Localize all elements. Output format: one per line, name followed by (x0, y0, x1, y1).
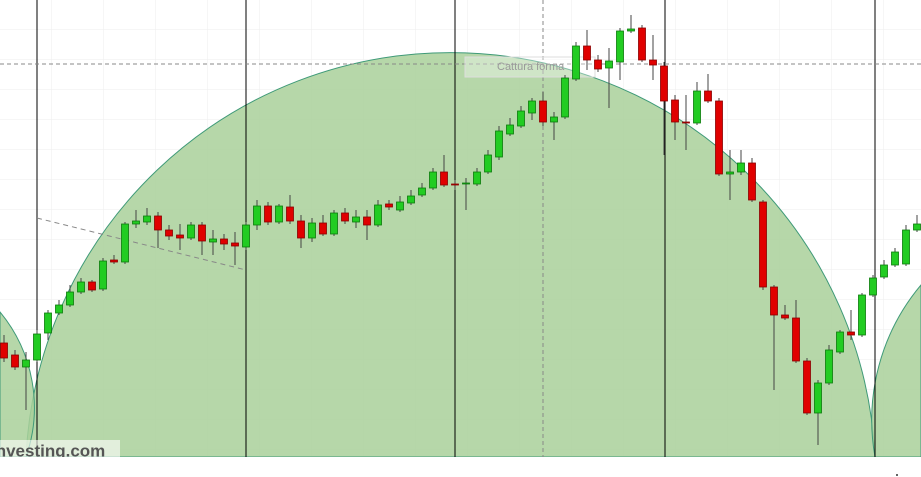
candle-body (825, 349, 833, 384)
candle-body (352, 216, 360, 223)
candle-body (572, 45, 580, 80)
candle-body (891, 251, 899, 266)
candle-body (143, 215, 151, 223)
fibonacci-arc (871, 284, 921, 458)
candle-body (110, 259, 118, 263)
candle-body (682, 121, 690, 124)
dot (896, 474, 898, 476)
candle-body (858, 294, 866, 336)
candle-body (660, 65, 668, 102)
candle-body (528, 100, 536, 114)
candle-body (55, 304, 63, 314)
candle-body (649, 59, 657, 66)
annotation: Cattura forma (497, 61, 565, 73)
candle-body (11, 354, 19, 368)
candle-body (539, 100, 547, 123)
candle-body (242, 224, 250, 248)
candle-body (759, 201, 767, 288)
candle-body (715, 100, 723, 175)
candle-body (132, 220, 140, 225)
candle-body (693, 90, 701, 124)
candle-body (264, 205, 272, 223)
candle-body (165, 229, 173, 237)
candle-body (66, 291, 74, 306)
fibonacci-arc (25, 52, 876, 458)
candle-body (814, 382, 822, 414)
candle-body (803, 360, 811, 414)
candle-body (33, 333, 41, 361)
candle-body (847, 331, 855, 336)
candle-body (440, 171, 448, 186)
candle-body (429, 171, 437, 189)
watermark: Investing.com (0, 441, 105, 460)
candle-body (275, 205, 283, 223)
candle-body (473, 171, 481, 185)
candle-body (231, 242, 239, 247)
candle-body (737, 162, 745, 173)
candle-body (187, 224, 195, 239)
candle-body (451, 183, 459, 186)
candle-body (363, 216, 371, 226)
candles (0, 15, 921, 445)
candle-body (704, 90, 712, 102)
candle-body (418, 187, 426, 196)
candle-body (583, 45, 591, 61)
candle-body (726, 171, 734, 175)
candle-body (869, 277, 877, 296)
candle-body (638, 27, 646, 61)
candle-body (176, 234, 184, 239)
candle-body (880, 264, 888, 278)
candle-body (341, 212, 349, 222)
candle-body (44, 312, 52, 334)
candle-body (22, 359, 30, 368)
candle-body (0, 342, 8, 359)
candle-body (396, 201, 404, 211)
candle-body (561, 77, 569, 118)
candle-body (627, 28, 635, 32)
candle-body (154, 215, 162, 231)
candle-body (286, 206, 294, 222)
candle-body (99, 260, 107, 290)
candle-body (484, 154, 492, 173)
candle-body (209, 238, 217, 243)
candle-body (88, 281, 96, 291)
candle-body (605, 60, 613, 69)
candle-body (297, 220, 305, 239)
candle-body (374, 204, 382, 226)
candle-body (913, 223, 921, 231)
candle-body (506, 124, 514, 135)
candle-body (330, 212, 338, 235)
candle-body (121, 223, 129, 263)
candle-body (495, 130, 503, 158)
candle-body (198, 224, 206, 242)
candle-body (616, 30, 624, 63)
candle-body (594, 59, 602, 70)
candle-body (407, 195, 415, 204)
candle-body (748, 162, 756, 201)
footer (0, 457, 921, 477)
candle-body (308, 222, 316, 239)
candle-body (671, 99, 679, 123)
candle-body (836, 331, 844, 353)
candle-body (319, 222, 327, 235)
candle-body (770, 286, 778, 316)
watermark-box (0, 440, 120, 457)
candle-body (462, 182, 470, 185)
candle-body (77, 281, 85, 293)
candle-body (781, 314, 789, 319)
candle-body (253, 205, 261, 226)
candle-body (902, 229, 910, 265)
candle-body (517, 110, 525, 127)
candle-body (385, 203, 393, 208)
candle-body (550, 116, 558, 123)
candle-body (792, 317, 800, 362)
candle-body (220, 238, 228, 245)
